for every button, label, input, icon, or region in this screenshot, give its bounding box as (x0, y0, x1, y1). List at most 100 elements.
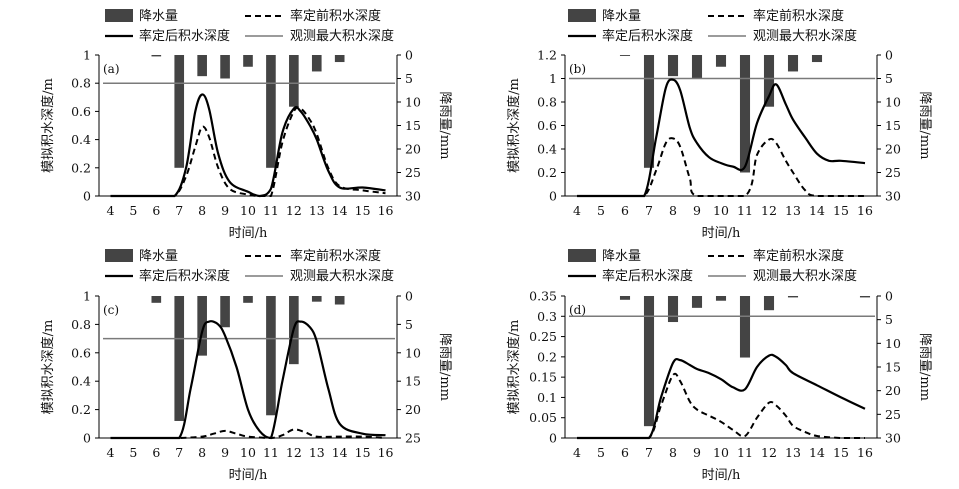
precip-bar (243, 296, 253, 303)
legend-observed-label: 观测最大积水深度 (753, 28, 857, 44)
y2-axis-title: 降雨量/mm (437, 91, 452, 159)
panel-label: (c) (103, 303, 119, 317)
x-tick-label: 9 (693, 203, 701, 218)
precip-bar (619, 55, 631, 56)
precip-bar (643, 296, 655, 427)
precip-bar (311, 296, 322, 302)
y2-tick-label: 15 (405, 118, 421, 133)
legend-observed-label: 观测最大积水深度 (290, 28, 394, 44)
y2-tick-label: 30 (885, 431, 901, 446)
precip-bar (739, 55, 751, 173)
y-tick-label: 0.8 (71, 317, 91, 332)
y2-tick-label: 20 (405, 402, 421, 417)
legend-after-label: 率定后积水深度 (602, 268, 693, 284)
precip-bar (643, 55, 655, 168)
y2-tick-label: 20 (405, 142, 421, 157)
y-tick-label: 0 (83, 189, 91, 204)
panel-label: (d) (569, 303, 586, 317)
x-tick-label: 13 (785, 445, 801, 460)
y-tick-label: 0.15 (529, 370, 557, 385)
x-tick-label: 12 (286, 203, 302, 218)
y-tick-label: 0.2 (71, 160, 91, 175)
precip-bar (197, 296, 207, 356)
y-tick-label: 0.2 (71, 402, 91, 417)
precip-bar (859, 296, 871, 298)
panel-label: (a) (103, 62, 120, 76)
x-axis-title: 时间/h (702, 468, 741, 483)
legend-precip-swatch (568, 9, 596, 22)
y2-tick-label: 5 (405, 317, 413, 332)
y-tick-label: 0.4 (71, 374, 91, 389)
y-tick-label: 1 (83, 48, 91, 63)
x-tick-label: 6 (621, 203, 629, 218)
x-tick-label: 8 (669, 445, 677, 460)
y2-tick-label: 15 (885, 118, 901, 133)
x-tick-label: 7 (645, 203, 653, 218)
x-tick-label: 15 (355, 445, 371, 460)
panel-label: (b) (569, 62, 586, 76)
x-tick-label: 6 (621, 445, 629, 460)
precip-bar (787, 296, 799, 298)
x-tick-label: 14 (809, 203, 825, 218)
x-tick-label: 9 (221, 203, 229, 218)
precip-bar (334, 55, 345, 63)
legend-precip-label: 降水量 (602, 249, 641, 264)
y-tick-label: 0.05 (529, 410, 557, 425)
y2-tick-label: 10 (885, 95, 901, 110)
legend-precip-swatch (105, 9, 133, 22)
x-tick-label: 7 (175, 445, 183, 460)
precip-bar (220, 296, 230, 328)
y2-tick-label: 15 (405, 374, 421, 389)
y2-tick-label: 5 (885, 312, 893, 327)
legend-before-label: 率定前积水深度 (753, 8, 844, 24)
y-tick-label: 0.1 (537, 390, 557, 405)
x-tick-label: 11 (737, 203, 753, 218)
y2-tick-label: 25 (405, 431, 421, 446)
y2-tick-label: 15 (885, 360, 901, 375)
y-tick-label: 0.6 (537, 118, 557, 133)
y2-tick-label: 30 (885, 189, 901, 204)
y-axis-title: 模拟积水深度/m (40, 320, 56, 415)
precip-bar (715, 55, 727, 67)
x-tick-label: 13 (309, 203, 325, 218)
precip-bar (811, 55, 823, 63)
precip-bar (266, 296, 276, 416)
x-tick-label: 9 (221, 445, 229, 460)
x-tick-label: 7 (645, 445, 653, 460)
y2-tick-label: 0 (885, 289, 893, 304)
y-axis-title: 模拟积水深度/m (506, 320, 522, 415)
series-before-line (110, 428, 386, 440)
y2-tick-label: 25 (885, 165, 901, 180)
x-axis-title: 时间/h (229, 468, 268, 483)
y2-axis-title: 降雨量/mm (437, 333, 452, 401)
y2-tick-label: 25 (885, 407, 901, 422)
precip-bar (763, 296, 775, 311)
x-tick-label: 12 (761, 203, 777, 218)
precip-bar (739, 296, 751, 358)
series-after-line (110, 93, 386, 198)
legend-precip-swatch (568, 249, 596, 262)
y-tick-label: 0.4 (537, 142, 557, 157)
x-tick-label: 14 (332, 203, 348, 218)
x-tick-label: 10 (240, 445, 256, 460)
x-tick-label: 5 (597, 445, 605, 460)
y2-tick-label: 0 (885, 48, 893, 63)
series-before-line (110, 106, 386, 197)
y2-tick-label: 25 (405, 165, 421, 180)
legend-observed-label: 观测最大积水深度 (290, 268, 394, 284)
x-tick-label: 11 (737, 445, 753, 460)
y-tick-label: 0.8 (537, 95, 557, 110)
y2-tick-label: 5 (885, 71, 893, 86)
x-tick-label: 8 (669, 203, 677, 218)
precip-bar (174, 296, 185, 421)
legend-after-label: 率定后积水深度 (602, 28, 693, 44)
x-tick-label: 10 (713, 203, 729, 218)
precip-bar (151, 55, 162, 57)
y-tick-label: 0.6 (71, 345, 91, 360)
y2-tick-label: 0 (405, 48, 413, 63)
y2-tick-label: 5 (405, 71, 413, 86)
legend-precip-label: 降水量 (139, 9, 178, 24)
